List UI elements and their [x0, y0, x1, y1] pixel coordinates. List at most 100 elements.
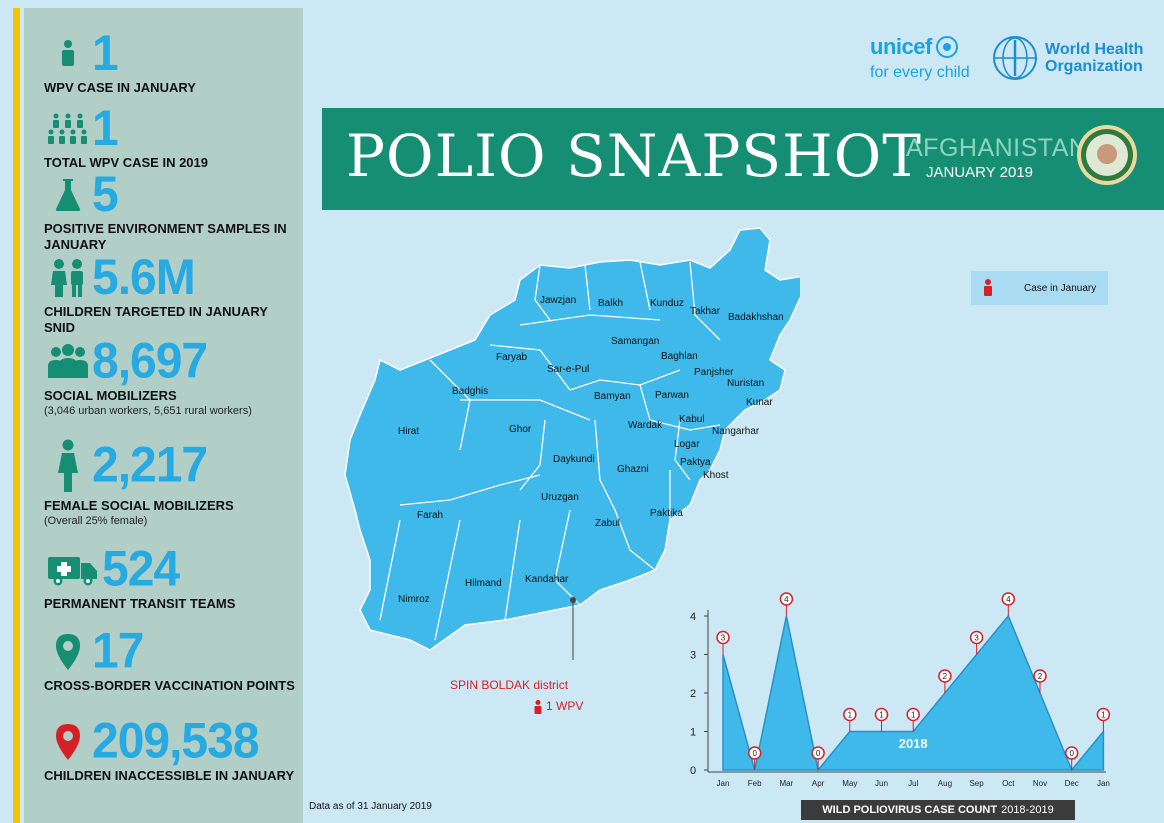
chart-marks: 3 0 4 0 1 1 1 2 3 4 2 0 1: [716, 592, 1111, 770]
stat-value: 2,217: [92, 437, 208, 494]
y-tick-label: 1: [690, 727, 696, 739]
province-label: Ghor: [509, 424, 532, 435]
stats-panel: 1 WPV CASE IN JANUARY 1: [24, 8, 303, 823]
province-label: Badghis: [452, 386, 488, 397]
x-tick-label: Feb: [748, 779, 762, 788]
province-label: Samangan: [611, 336, 659, 347]
y-tick-label: 3: [690, 650, 696, 662]
province-label: Hirat: [398, 426, 419, 437]
chart-area-series: 2018: [722, 614, 1105, 772]
stat-label: FEMALE SOCIAL MOBILIZERS: [44, 498, 234, 513]
area-series: [722, 614, 1105, 772]
flask-icon: [44, 171, 92, 219]
province-label: Sar-e-Pul: [547, 364, 589, 375]
province-label: Balkh: [598, 298, 623, 309]
stat-value: 524: [102, 541, 180, 598]
data-point: [747, 746, 762, 760]
data-label: 4: [1006, 595, 1011, 604]
province-label: Kabul: [679, 414, 705, 425]
x-tick-label: Mar: [780, 779, 794, 788]
x-tick-label: Oct: [1002, 779, 1015, 788]
stat-label: SOCIAL MOBILIZERS: [44, 388, 177, 403]
province-label: Khost: [703, 470, 729, 481]
data-point: [1033, 669, 1047, 683]
stat-label: PERMANENT TRANSIT TEAMS: [44, 596, 236, 611]
province-labels: Jawzjan Balkh Kunduz Takhar Badakhshan S…: [398, 295, 784, 605]
globe-icon: [935, 36, 958, 58]
who-logo: World Health Organization: [991, 34, 1143, 82]
data-label: 2: [1038, 672, 1043, 681]
chart-title: WILD POLIOVIRUS CASE COUNT 2018-2019: [801, 800, 1075, 820]
chart-title-main: WILD POLIOVIRUS CASE COUNT: [822, 804, 998, 816]
province-label: Kunar: [746, 397, 773, 408]
data-point: [1096, 707, 1111, 722]
case-marker-icon: [534, 700, 542, 714]
x-tick-label: Jun: [875, 779, 888, 788]
data-label: 1: [879, 711, 884, 720]
title-banner: POLIO SNAPSHOT AFGHANISTAN JANUARY 2019: [322, 108, 1164, 210]
data-point: [811, 746, 825, 760]
stat-label: CHILDREN INACCESSIBLE IN JANUARY: [44, 768, 295, 783]
data-point: [843, 707, 857, 722]
who-name-line1: World Health: [1045, 41, 1144, 58]
who-name-line2: Organization: [1045, 58, 1143, 75]
report-date: JANUARY 2019: [926, 164, 1034, 181]
district-case: 1 WPV: [534, 699, 583, 714]
x-tick-label: Apr: [812, 779, 825, 788]
unicef-wordmark: unicef: [870, 34, 932, 59]
province-label: Nuristan: [727, 378, 764, 389]
province-label: Logar: [674, 439, 700, 450]
y-tick-label: 4: [690, 611, 696, 623]
stat-label: TOTAL WPV CASE IN 2019: [44, 155, 208, 170]
stat-label: WPV CASE IN JANUARY: [44, 80, 196, 95]
province-label: Faryab: [496, 352, 528, 363]
x-tick-label: Jul: [908, 779, 918, 788]
province-label: Kunduz: [650, 298, 684, 309]
stat-value: 1: [92, 25, 119, 82]
data-point: [1064, 746, 1079, 760]
province-label: Baghlan: [661, 351, 698, 362]
province-label: Nangarhar: [712, 426, 760, 437]
x-tick-label: Jan: [717, 779, 730, 788]
province-label: Jawzjan: [540, 295, 576, 306]
accent-bar: [13, 8, 20, 823]
who-emblem-icon: [993, 36, 1037, 80]
location-pin-icon: [44, 718, 92, 766]
data-as-of-note: Data as of 31 January 2019: [309, 801, 432, 812]
province-label: Panjsher: [694, 367, 734, 378]
data-point: [969, 630, 984, 645]
stat-inaccessible: 209,538 CHILDREN INACCESSIBLE IN JANUARY: [44, 713, 299, 784]
series-label: 2018: [899, 736, 928, 751]
data-point: [716, 630, 730, 645]
province-label: Uruzgan: [541, 492, 579, 503]
crowd-icon: [44, 338, 92, 386]
province-label: Wardak: [628, 420, 663, 431]
partner-logos: unicef for every child World Health Organ…: [866, 32, 1146, 87]
page-title: POLIO SNAPSHOT: [346, 122, 922, 190]
province-label: Takhar: [690, 306, 721, 317]
stat-female-mobilizers: 2,217 FEMALE SOCIAL MOBILIZERS (Overall …: [44, 436, 299, 528]
data-label: 0: [1069, 749, 1074, 758]
y-tick-label: 2: [690, 688, 696, 700]
stat-children-targeted: 5.6M CHILDREN TARGETED IN JANUARY SNID: [44, 252, 299, 336]
stat-label: POSITIVE ENVIRONMENT SAMPLES IN JANUARY: [44, 221, 287, 252]
unicef-logo: unicef for every child: [870, 34, 970, 82]
stat-value: 209,538: [92, 713, 260, 770]
province-label: Paktya: [680, 457, 711, 468]
stat-social-mobilizers: 8,697 SOCIAL MOBILIZERS (3,046 urban wor…: [44, 336, 299, 418]
campaign-emblem-icon: [1077, 125, 1137, 185]
stat-value: 17: [92, 623, 144, 680]
data-point: [779, 592, 794, 606]
data-label: 1: [848, 711, 853, 720]
stat-wpv-january: 1 WPV CASE IN JANUARY: [44, 25, 299, 96]
unicef-tagline: for every child: [870, 64, 970, 81]
afghanistan-map: Jawzjan Balkh Kunduz Takhar Badakhshan S…: [344, 227, 800, 660]
data-label: 1: [1101, 711, 1106, 720]
province-label: Paktika: [650, 508, 683, 519]
chart-title-years: 2018-2019: [1001, 804, 1054, 816]
province-label: Ghazni: [617, 464, 649, 475]
data-point: [874, 707, 889, 722]
district-label: SPIN BOLDAK district: [450, 678, 569, 692]
province-label: Daykundi: [553, 454, 595, 465]
data-label: 3: [974, 634, 979, 643]
